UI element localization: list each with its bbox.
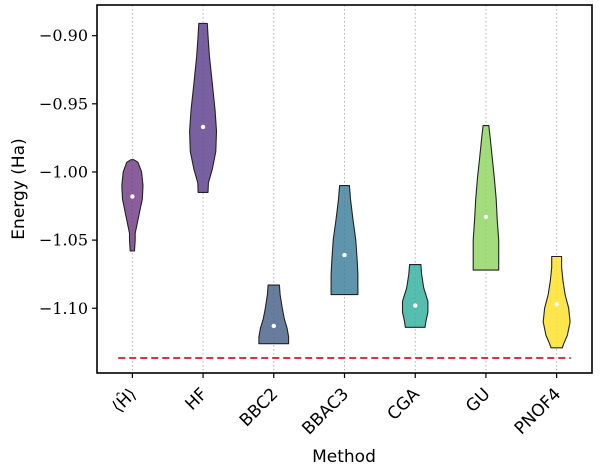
violin-body <box>258 284 290 345</box>
median-marker <box>342 252 347 258</box>
violin-body <box>330 185 359 296</box>
x-tick-label: PNOF4 <box>511 384 565 438</box>
violin-layer <box>121 22 571 349</box>
x-axis-title: Method <box>312 447 376 467</box>
violin-body <box>401 264 429 328</box>
y-axis-title: Energy (Ha) <box>9 138 29 239</box>
median-marker <box>130 194 135 199</box>
median-marker <box>271 323 276 329</box>
x-tick-label: BBC2 <box>236 384 282 430</box>
y-tick-label: −1.05 <box>39 231 88 250</box>
median-marker <box>483 214 489 220</box>
median-marker <box>554 301 559 307</box>
x-tick-label: ⟨Ĥ⟩ <box>107 383 141 417</box>
x-tick-label: CGA <box>384 384 424 424</box>
violin-body <box>189 22 218 193</box>
y-tick-label: −0.90 <box>39 26 88 45</box>
y-tick-label: −1.10 <box>39 299 88 318</box>
violin-body <box>472 125 500 271</box>
x-tick-label: HF <box>182 384 212 414</box>
x-tick-label: GU <box>462 384 494 416</box>
x-tick-label: BBAC3 <box>298 384 353 439</box>
x-axis-ticks: ⟨Ĥ⟩ HF BBC2 BBAC3 CGA GU PNOF4 <box>107 373 565 439</box>
y-axis-ticks: −0.90 −0.95 −1.00 −1.05 −1.10 <box>39 26 97 318</box>
median-marker <box>200 124 206 130</box>
y-tick-label: −0.95 <box>39 94 88 113</box>
median-marker <box>413 303 418 308</box>
y-tick-label: −1.00 <box>39 162 88 181</box>
violin-body <box>121 159 144 252</box>
